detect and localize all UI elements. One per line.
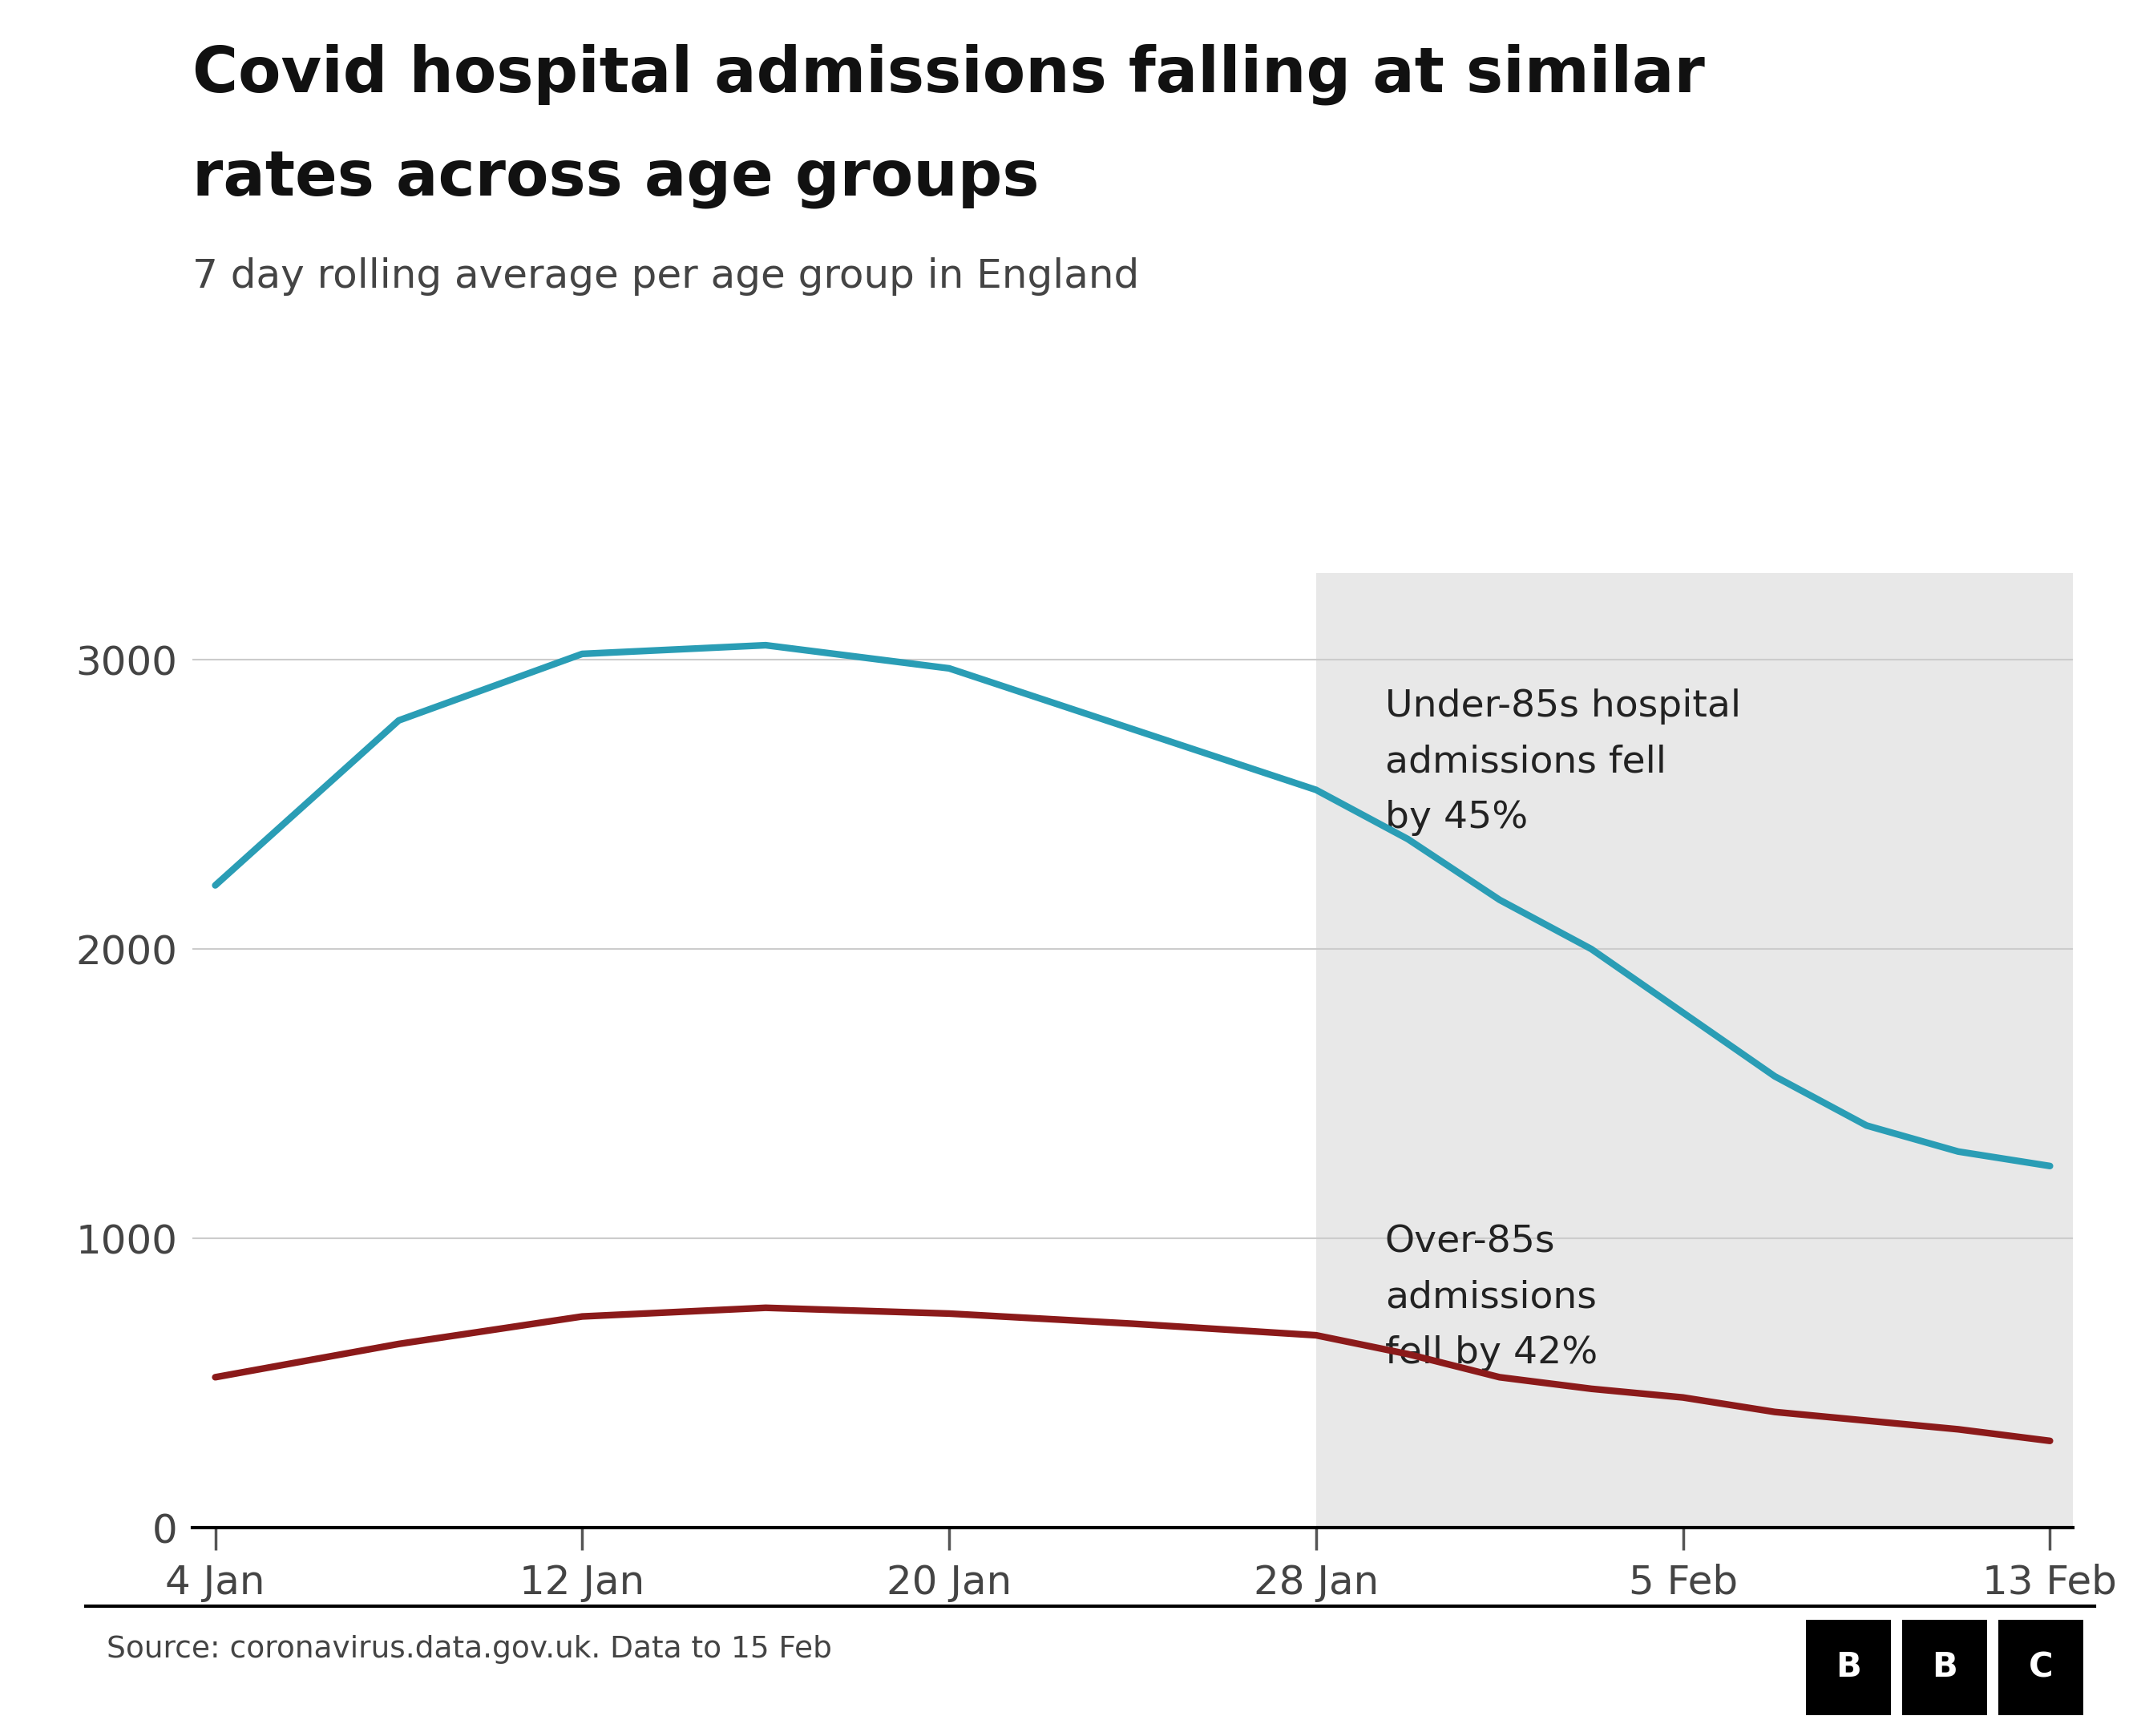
Text: 7 day rolling average per age group in England: 7 day rolling average per age group in E… [192, 257, 1139, 295]
Text: Source: coronavirus.data.gov.uk. Data to 15 Feb: Source: coronavirus.data.gov.uk. Data to… [107, 1635, 831, 1665]
Text: Covid hospital admissions falling at similar: Covid hospital admissions falling at sim… [192, 43, 1705, 104]
Text: C: C [2028, 1651, 2054, 1684]
Text: Over-85s
admissions
fell by 42%: Over-85s admissions fell by 42% [1385, 1224, 1598, 1371]
Text: B: B [1932, 1651, 1957, 1684]
Text: Under-85s hospital
admissions fell
by 45%: Under-85s hospital admissions fell by 45… [1385, 689, 1742, 837]
Bar [1316, 573, 2073, 1528]
Text: B: B [1836, 1651, 1861, 1684]
Text: rates across age groups: rates across age groups [192, 148, 1039, 208]
